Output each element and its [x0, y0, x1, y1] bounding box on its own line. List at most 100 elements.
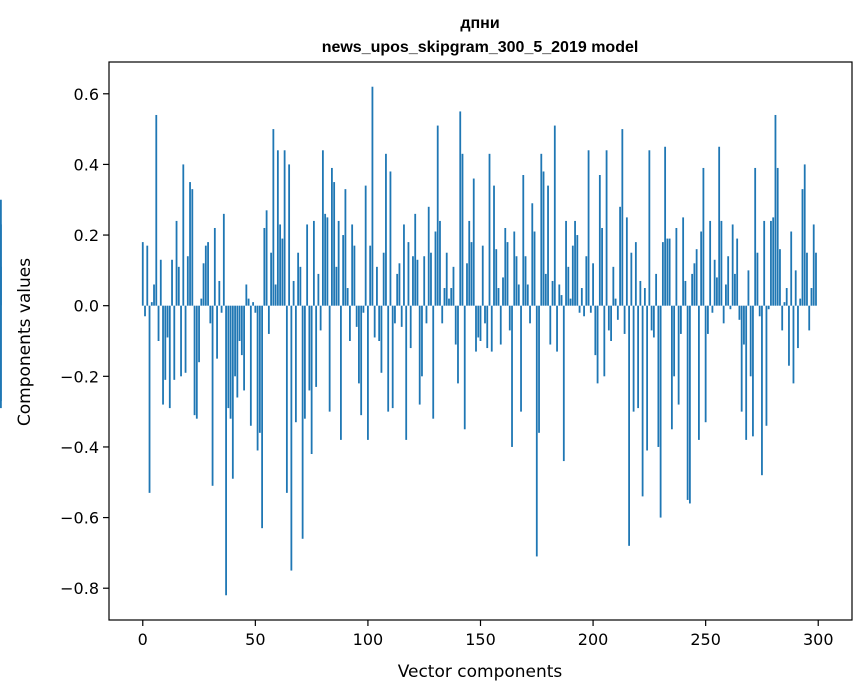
bar: [475, 305, 477, 352]
bar: [281, 238, 284, 306]
bar: [684, 280, 687, 306]
bar: [743, 305, 745, 345]
bar: [616, 305, 619, 320]
bar: [583, 305, 585, 317]
bar: [351, 224, 354, 306]
bar: [252, 302, 254, 306]
bar: [731, 224, 734, 306]
bar: [535, 305, 538, 557]
bar: [398, 263, 401, 306]
bar: [150, 302, 153, 306]
bar: [574, 220, 576, 306]
bar: [166, 305, 169, 338]
bar: [522, 175, 525, 306]
bar: [340, 305, 342, 440]
bar: [391, 305, 394, 409]
bar: [258, 305, 261, 433]
bar: [700, 231, 703, 306]
bar: [752, 305, 754, 437]
bar: [803, 164, 806, 306]
bar: [155, 114, 158, 306]
bar: [655, 273, 658, 306]
bar: [758, 305, 761, 317]
bar: [567, 266, 570, 306]
bar: [761, 305, 763, 476]
bar: [533, 231, 536, 306]
bar: [542, 171, 545, 306]
bar: [810, 288, 813, 306]
bar: [718, 146, 721, 306]
bar: [767, 305, 770, 310]
bar: [376, 266, 378, 306]
bar: [362, 305, 365, 313]
bar: [146, 245, 149, 306]
y-tick-label: 0.4: [74, 155, 99, 174]
bar: [173, 305, 176, 380]
bar: [457, 305, 459, 384]
bar: [310, 305, 313, 455]
bar: [682, 217, 685, 306]
bar: [587, 150, 590, 306]
bar: [569, 298, 572, 306]
bar: [601, 227, 603, 306]
bar: [727, 256, 730, 306]
bar: [236, 305, 239, 398]
x-tick-label: 50: [245, 630, 265, 649]
bar: [425, 305, 428, 324]
bar: [421, 305, 423, 377]
bar: [792, 305, 795, 384]
bar: [785, 288, 788, 306]
bar: [229, 305, 232, 419]
bar: [783, 302, 786, 306]
bar: [497, 288, 500, 306]
bar: [549, 305, 552, 345]
bar: [765, 305, 768, 426]
bar: [371, 86, 374, 306]
bar: [0, 305, 2, 402]
bar: [709, 220, 712, 306]
bar: [261, 305, 263, 529]
y-tick-label: 0.0: [74, 297, 99, 316]
bar: [639, 280, 642, 306]
bar: [486, 305, 489, 349]
bar: [770, 220, 772, 306]
bar: [274, 284, 277, 306]
bar: [461, 153, 464, 306]
bar: [499, 305, 502, 345]
bar: [666, 238, 669, 306]
bar: [790, 231, 793, 306]
bar: [720, 220, 723, 306]
bar: [646, 305, 649, 451]
bar: [292, 280, 295, 306]
bar: [448, 298, 450, 306]
bar: [571, 245, 574, 306]
bar: [159, 259, 162, 306]
bar: [290, 305, 293, 571]
bar: [632, 305, 635, 412]
bar: [396, 273, 399, 306]
bar: [628, 305, 630, 546]
bar: [704, 305, 707, 423]
bar: [353, 245, 356, 306]
bar: [245, 284, 248, 306]
bar: [621, 129, 624, 306]
bar: [808, 305, 811, 331]
bar: [335, 266, 338, 306]
bar: [576, 235, 579, 306]
bars-group: [0, 86, 817, 596]
bar: [279, 224, 282, 306]
bar: [594, 305, 597, 356]
bar: [812, 224, 815, 306]
bar: [218, 280, 221, 306]
bar: [414, 213, 417, 306]
bar: [423, 256, 426, 306]
bar: [418, 305, 421, 405]
bar: [231, 305, 234, 479]
bar: [468, 220, 471, 306]
bar: [490, 305, 493, 352]
bar: [328, 305, 331, 412]
bar: [213, 227, 216, 306]
bar: [625, 217, 628, 306]
bar: [776, 167, 779, 306]
x-tick-label: 250: [690, 630, 721, 649]
